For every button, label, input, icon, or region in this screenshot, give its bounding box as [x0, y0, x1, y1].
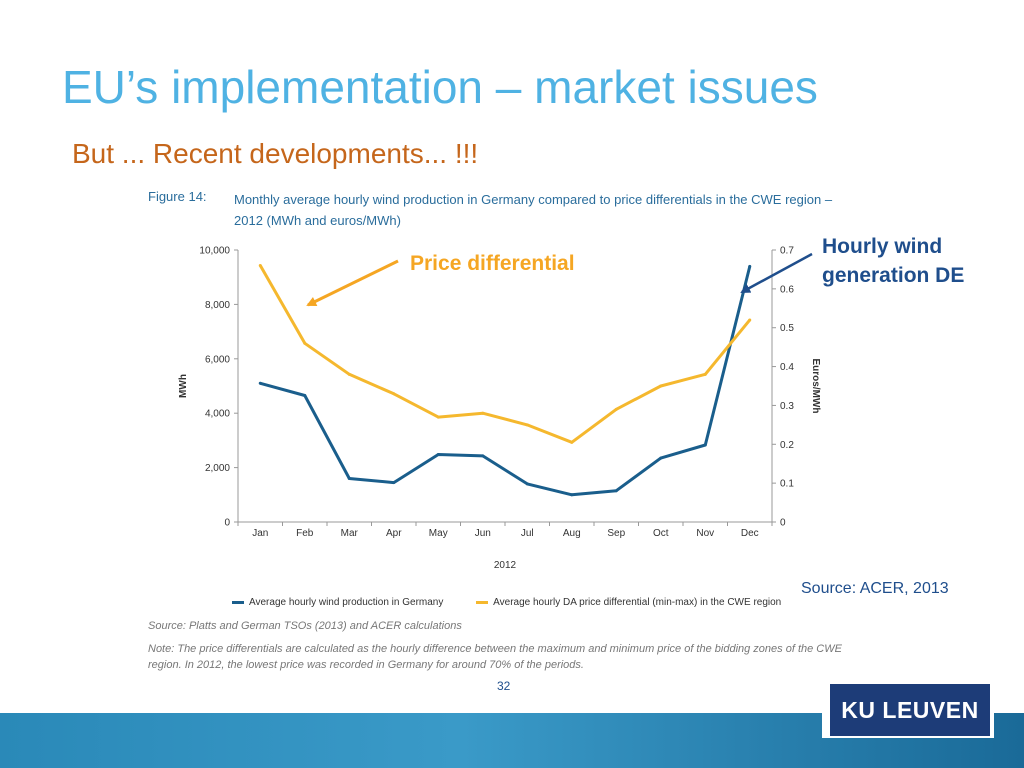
x-axis-label: 2012: [494, 560, 517, 571]
y-tick-label-left: 10,000: [199, 246, 230, 257]
y-tick-label-left: 6,000: [205, 354, 230, 365]
x-tick-label: May: [429, 528, 448, 539]
price-differential-point: [436, 415, 440, 419]
x-tick-label: Sep: [607, 528, 625, 539]
chart-legend: Average hourly wind production in German…: [232, 596, 811, 608]
y-axis-label-right: Euros/MWh: [810, 359, 821, 414]
wind-production-point: [525, 482, 529, 486]
legend-swatch-price: [476, 601, 489, 604]
wind-arrow-icon: [740, 252, 813, 294]
wind-production-point: [614, 489, 618, 493]
price-arrow-icon: [306, 259, 399, 307]
wind-production-point: [659, 456, 663, 460]
x-tick-label: Nov: [696, 528, 714, 539]
y-tick-label-right: 0.5: [780, 323, 794, 334]
wind-production-point: [481, 454, 485, 458]
legend-item-wind: Average hourly wind production in German…: [232, 597, 443, 608]
slide-title: EU’s implementation – market issues: [62, 61, 818, 113]
wind-production-line: [259, 265, 752, 497]
wind-production-point: [570, 493, 574, 497]
page-number: 32: [497, 679, 511, 693]
y-tick-label-left: 8,000: [205, 300, 230, 311]
wind-production-point: [258, 381, 262, 385]
y-axis-label-left: MWh: [178, 374, 189, 398]
price-differential-point: [481, 411, 485, 415]
figure-label: Figure 14:: [148, 189, 207, 204]
price-differential-annotation: Price differential: [410, 252, 575, 275]
price-differential-point: [703, 372, 707, 376]
y-tick-label-left: 2,000: [205, 463, 230, 474]
wind-production-point: [703, 443, 707, 447]
price-differential-point: [570, 440, 574, 444]
y-tick-label-right: 0.4: [780, 362, 794, 373]
x-tick-label: Jan: [252, 528, 268, 539]
x-tick-label: Aug: [563, 528, 581, 539]
y-tick-label-right: 0.3: [780, 401, 794, 412]
legend-item-price: Average hourly DA price differential (mi…: [476, 597, 781, 608]
y-tick-label-right: 0.6: [780, 284, 794, 295]
ku-leuven-logo: KU LEUVEN: [830, 684, 990, 736]
y-tick-label-right: 0.2: [780, 440, 794, 451]
price-differential-point: [303, 341, 307, 345]
figure-caption: Monthly average hourly wind production i…: [234, 192, 833, 228]
legend-swatch-wind: [232, 601, 244, 604]
price-differential-point: [614, 407, 618, 411]
price-differential-line: [258, 264, 751, 444]
figure-source-note: Source: Platts and German TSOs (2013) an…: [148, 620, 462, 632]
price-differential-point: [392, 392, 396, 396]
wind-production-point: [347, 476, 351, 480]
price-differential-point: [748, 318, 752, 322]
wind-production-point: [748, 264, 752, 268]
x-tick-label: Oct: [653, 528, 669, 539]
y-tick-label-left: 0: [224, 518, 230, 529]
x-tick-label: Jun: [475, 528, 491, 539]
legend-label-price: Average hourly DA price differential (mi…: [493, 597, 782, 608]
wind-production-point: [436, 453, 440, 457]
price-differential-point: [525, 423, 529, 427]
legend-label-wind: Average hourly wind production in German…: [249, 597, 444, 608]
wind-production-point: [303, 394, 307, 398]
source-acer: Source: ACER, 2013: [801, 580, 949, 597]
y-tick-label-left: 4,000: [205, 409, 230, 420]
x-tick-label: Feb: [296, 528, 314, 539]
figure-note: Note: The price differentials are calcul…: [148, 643, 842, 671]
y-tick-label-right: 0: [780, 518, 786, 529]
y-tick-label-right: 0.7: [780, 246, 794, 257]
wind-generation-annotation: Hourly wind generation DE: [822, 235, 965, 287]
price-differential-point: [659, 384, 663, 388]
x-tick-label: Dec: [741, 528, 759, 539]
wind-production-point: [392, 481, 396, 485]
price-differential-point: [347, 372, 351, 376]
x-tick-label: Jul: [521, 528, 534, 539]
price-differential-point: [258, 264, 262, 268]
x-tick-label: Mar: [341, 528, 359, 539]
x-tick-label: Apr: [386, 528, 402, 539]
slide-subtitle: But ... Recent developments... !!!: [72, 138, 479, 169]
y-tick-label-right: 0.1: [780, 479, 794, 490]
